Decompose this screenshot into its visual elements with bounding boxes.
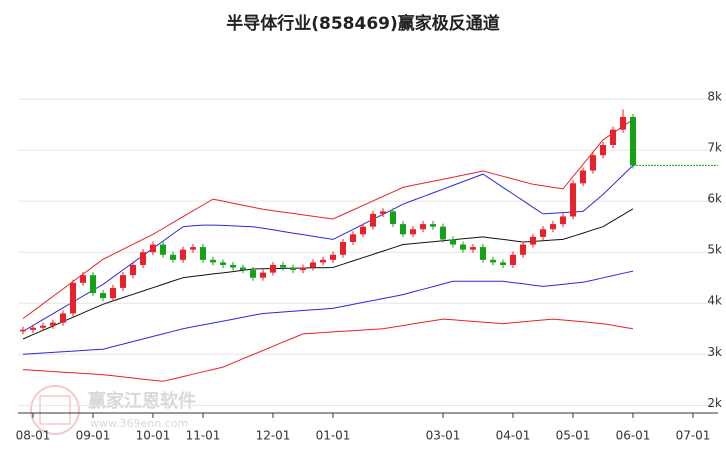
candle-body — [120, 275, 126, 288]
candle-body — [310, 262, 316, 268]
x-tick-label: 05-01 — [556, 429, 591, 443]
candle-body — [300, 267, 306, 271]
candle-body — [600, 144, 606, 156]
candle-body — [500, 262, 506, 265]
x-tick-label: 11-01 — [186, 429, 221, 443]
candle-body — [350, 234, 356, 242]
candle-body — [260, 272, 266, 278]
candle-body — [90, 275, 96, 294]
candle-body — [40, 325, 46, 328]
y-tick-label: 3k — [707, 345, 722, 359]
candle-body — [20, 329, 26, 332]
y-tick-label: 4k — [707, 294, 722, 308]
candle-body — [610, 129, 616, 145]
candle-body — [150, 244, 156, 253]
watermark: 赢家江恩软件 — [88, 390, 196, 412]
candle-body — [400, 224, 406, 235]
candle-body — [360, 226, 366, 235]
candle-body — [80, 275, 86, 283]
chart-title: 半导体行业(858469)赢家极反通道 — [226, 13, 500, 34]
candle-body — [430, 224, 436, 227]
candle-body — [230, 264, 236, 268]
channel-line — [22, 208, 634, 340]
y-tick-label: 6k — [707, 192, 722, 206]
x-tick-label: 09-01 — [76, 429, 111, 443]
candle-body — [420, 224, 426, 230]
x-tick-label: 04-01 — [496, 429, 531, 443]
candle-body — [540, 229, 546, 237]
candle-body — [320, 259, 326, 263]
y-tick-label: 7k — [707, 141, 722, 155]
x-tick-label: 07-01 — [676, 429, 711, 443]
candle-body — [290, 267, 296, 271]
candle-body — [270, 264, 276, 273]
y-tick-label: 5k — [707, 243, 722, 257]
candle-body — [340, 241, 346, 255]
x-tick-label: 12-01 — [256, 429, 291, 443]
candle-body — [630, 116, 636, 166]
channel-line — [22, 165, 634, 332]
channel-line — [22, 318, 634, 382]
candle-body — [580, 170, 586, 184]
candle-body — [480, 247, 486, 260]
candle-body — [550, 224, 556, 230]
candle-body — [380, 211, 386, 214]
x-tick-label: 06-01 — [616, 429, 651, 443]
candle-body — [620, 116, 626, 130]
y-tick-label: 2k — [707, 396, 722, 410]
candle-body — [330, 254, 336, 260]
candle-body — [570, 183, 576, 217]
candle-body — [560, 216, 566, 225]
candle-body — [520, 244, 526, 255]
candle-body — [190, 247, 196, 250]
candle-body — [280, 264, 286, 268]
candle-body — [160, 244, 166, 255]
candle-body — [530, 236, 536, 245]
y-tick-label: 8k — [707, 90, 722, 104]
watermark-logo — [30, 385, 80, 435]
candle-body — [100, 293, 106, 299]
x-tick-label: 08-01 — [16, 429, 51, 443]
candle-body — [590, 155, 596, 171]
watermark-url: www.369enn.com — [90, 417, 188, 430]
candle-body — [60, 313, 66, 323]
x-tick-label: 01-01 — [316, 429, 351, 443]
candle-body — [510, 254, 516, 265]
candle-body — [410, 229, 416, 235]
candle-body — [240, 267, 246, 271]
candle-body — [130, 264, 136, 276]
candle-body — [30, 327, 36, 330]
candle-body — [70, 282, 76, 314]
candle-body — [450, 239, 456, 245]
candle-body — [170, 254, 176, 260]
candle-body — [370, 213, 376, 227]
candle-body — [50, 322, 56, 326]
candle-body — [490, 259, 496, 263]
candle-body — [110, 287, 116, 299]
candle-body — [180, 249, 186, 260]
channel-line — [22, 119, 634, 320]
candle-body — [220, 262, 226, 265]
candle-body — [210, 259, 216, 263]
channel-line — [22, 270, 634, 355]
x-tick-label: 03-01 — [426, 429, 461, 443]
candle-body — [390, 211, 396, 225]
candle-body — [140, 252, 146, 265]
candle-body — [470, 247, 476, 250]
candle-body — [440, 226, 446, 240]
candle-body — [200, 247, 206, 260]
candle-body — [250, 270, 256, 278]
candle-body — [460, 244, 466, 250]
x-tick-label: 10-01 — [136, 429, 171, 443]
